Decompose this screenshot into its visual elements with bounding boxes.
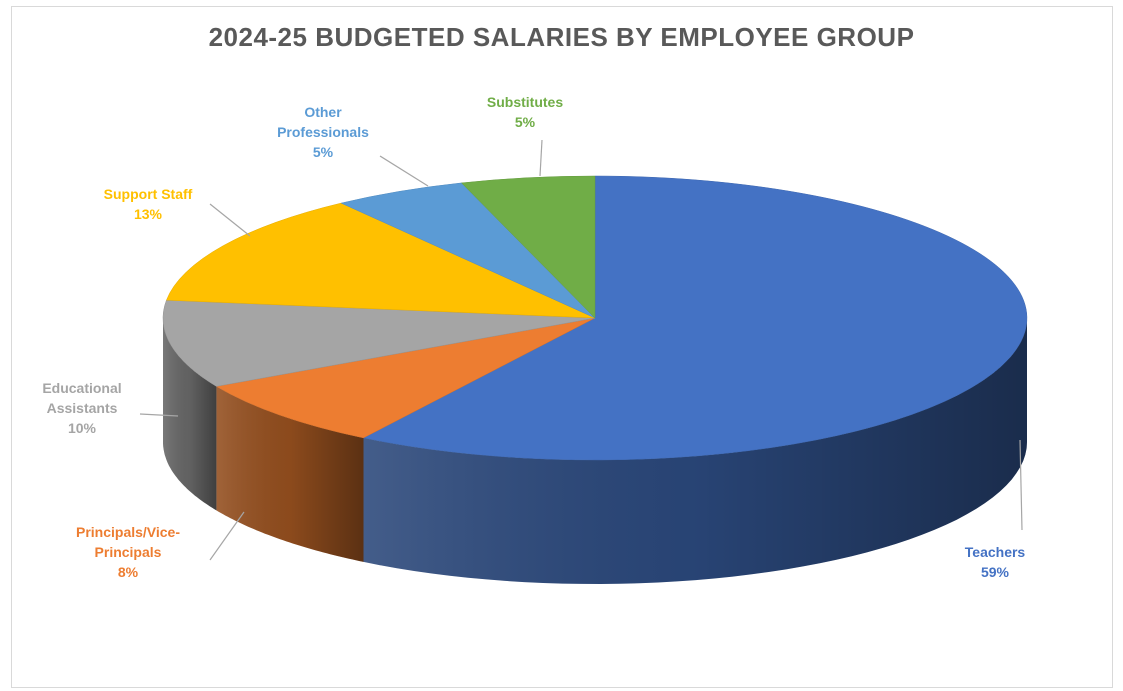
leader-line-other-professionals <box>379 155 429 187</box>
category-label: Other <box>304 104 342 120</box>
leader-line-educational-assistants <box>139 413 179 417</box>
data-label-support-staff: Support Staff 13% <box>104 186 193 222</box>
chart-title: 2024-25 BUDGETED SALARIES BY EMPLOYEE GR… <box>208 22 915 52</box>
leader-line-substitutes <box>539 139 543 177</box>
leader-line-principals <box>209 511 245 561</box>
category-label: Principals <box>95 544 162 560</box>
category-label: Assistants <box>47 400 118 416</box>
data-label-substitutes: Substitutes 5% <box>487 94 563 130</box>
category-label: Professionals <box>277 124 369 140</box>
slice-side-shading-educational-assistants <box>163 318 217 511</box>
percent-label: 59% <box>981 564 1010 580</box>
slice-teachers <box>362 175 1028 461</box>
data-label-principals: Principals/Vice- Principals 8% <box>76 524 180 580</box>
category-label: Educational <box>42 380 121 396</box>
leader-line-teachers <box>1019 439 1023 531</box>
percent-label: 13% <box>134 206 163 222</box>
leader-line-support-staff <box>209 203 251 237</box>
slice-principals <box>215 317 596 439</box>
category-label: Substitutes <box>487 94 563 110</box>
slice-side-shading-teachers <box>363 318 1027 584</box>
slice-substitutes <box>460 175 596 319</box>
percent-label: 10% <box>68 420 97 436</box>
slice-side-shading-principals <box>216 386 364 562</box>
slice-educational-assistants <box>162 299 596 387</box>
percent-label: 8% <box>118 564 139 580</box>
slice-support-staff <box>166 202 596 319</box>
category-label: Teachers <box>965 544 1026 560</box>
data-label-teachers: Teachers 59% <box>965 544 1026 580</box>
percent-label: 5% <box>515 114 536 130</box>
data-label-educational-assistants: Educational Assistants 10% <box>42 380 121 436</box>
category-label: Principals/Vice- <box>76 524 180 540</box>
category-label: Support Staff <box>104 186 193 202</box>
percent-label: 5% <box>313 144 334 160</box>
data-label-other-professionals: Other Professionals 5% <box>277 104 369 160</box>
